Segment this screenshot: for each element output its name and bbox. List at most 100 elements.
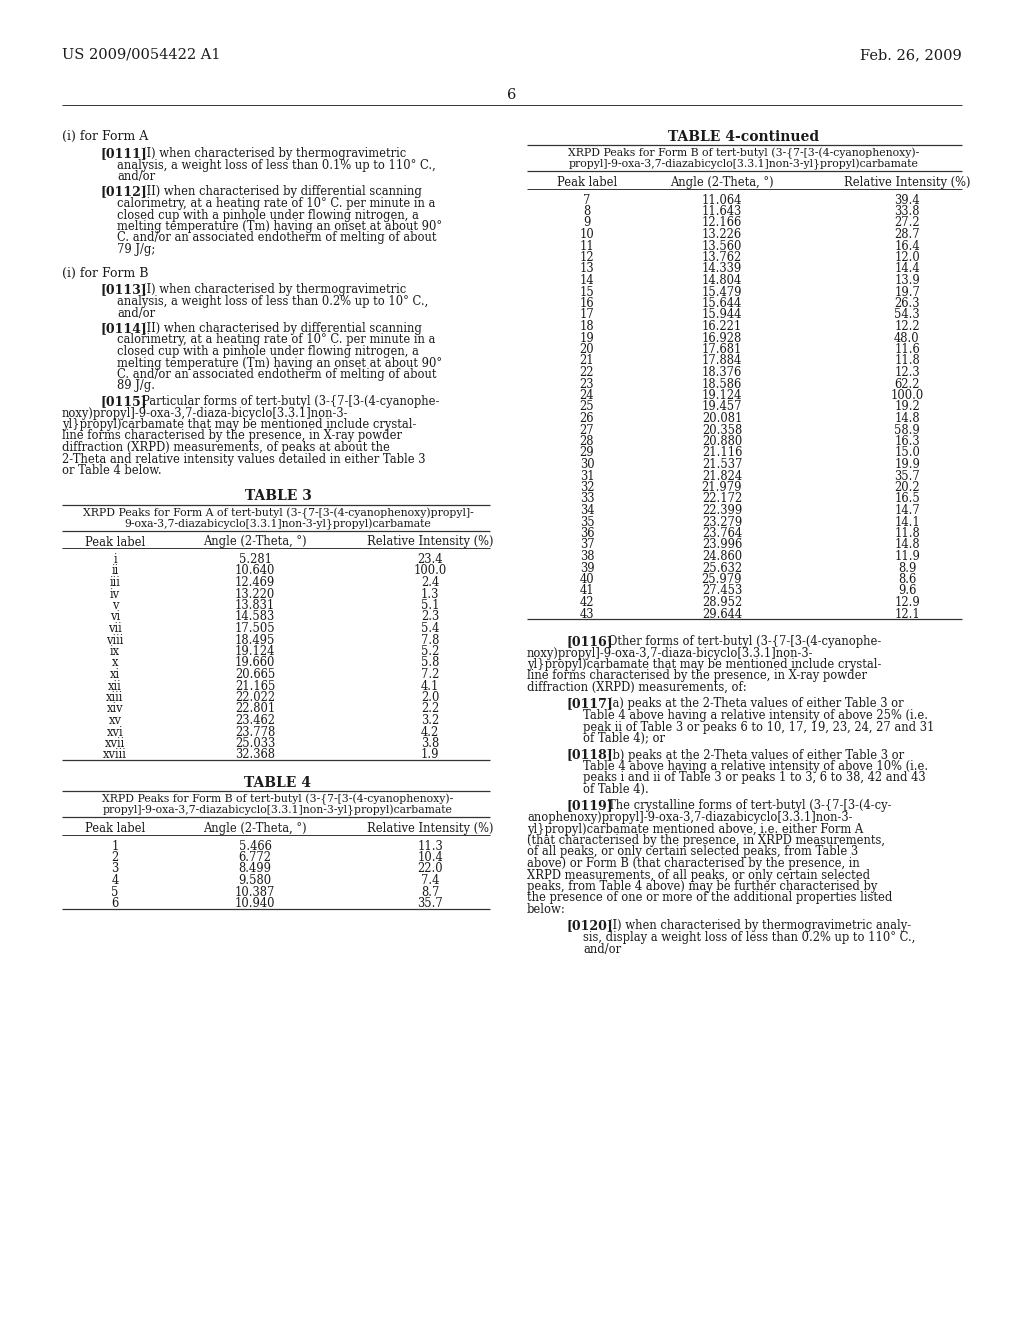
Text: [0114]: [0114] bbox=[100, 322, 146, 335]
Text: 27: 27 bbox=[580, 424, 594, 437]
Text: 17.884: 17.884 bbox=[701, 355, 742, 367]
Text: 8: 8 bbox=[584, 205, 591, 218]
Text: 17: 17 bbox=[580, 309, 594, 322]
Text: 36: 36 bbox=[580, 527, 594, 540]
Text: yl}propyl)carbamate that may be mentioned include crystal-: yl}propyl)carbamate that may be mentione… bbox=[62, 418, 417, 432]
Text: 17.681: 17.681 bbox=[701, 343, 742, 356]
Text: 27.453: 27.453 bbox=[701, 585, 742, 598]
Text: 19.457: 19.457 bbox=[701, 400, 742, 413]
Text: the presence of one or more of the additional properties listed: the presence of one or more of the addit… bbox=[527, 891, 892, 904]
Text: and/or: and/or bbox=[117, 170, 155, 183]
Text: 19.7: 19.7 bbox=[894, 285, 920, 298]
Text: propyl]-9-oxa-3,7-diazabicyclo[3.3.1]non-3-yl}propyl)carbamate: propyl]-9-oxa-3,7-diazabicyclo[3.3.1]non… bbox=[103, 805, 453, 816]
Text: 28.7: 28.7 bbox=[894, 228, 920, 242]
Text: xii: xii bbox=[109, 680, 122, 693]
Text: 11.3: 11.3 bbox=[417, 840, 442, 853]
Text: 17.505: 17.505 bbox=[234, 622, 275, 635]
Text: Peak label: Peak label bbox=[85, 536, 145, 549]
Text: 21.116: 21.116 bbox=[701, 446, 742, 459]
Text: below:: below: bbox=[527, 903, 565, 916]
Text: 21.537: 21.537 bbox=[701, 458, 742, 471]
Text: 11.064: 11.064 bbox=[701, 194, 742, 206]
Text: 35.7: 35.7 bbox=[894, 470, 920, 483]
Text: 21.165: 21.165 bbox=[234, 680, 275, 693]
Text: Relative Intensity (%): Relative Intensity (%) bbox=[367, 822, 494, 836]
Text: 11.643: 11.643 bbox=[701, 205, 742, 218]
Text: 1: 1 bbox=[112, 840, 119, 853]
Text: line forms characterised by the presence, in X-ray powder: line forms characterised by the presence… bbox=[527, 669, 867, 682]
Text: [0117]: [0117] bbox=[566, 697, 612, 710]
Text: (I) when characterised by thermogravimetric: (I) when characterised by thermogravimet… bbox=[142, 147, 407, 160]
Text: 11: 11 bbox=[580, 239, 594, 252]
Text: xiv: xiv bbox=[106, 702, 123, 715]
Text: 10.940: 10.940 bbox=[234, 898, 275, 909]
Text: 41: 41 bbox=[580, 585, 594, 598]
Text: 48.0: 48.0 bbox=[894, 331, 920, 345]
Text: 25.033: 25.033 bbox=[234, 737, 275, 750]
Text: 38: 38 bbox=[580, 550, 594, 564]
Text: 39.4: 39.4 bbox=[894, 194, 920, 206]
Text: 89 J/g.: 89 J/g. bbox=[117, 380, 155, 392]
Text: 5.8: 5.8 bbox=[421, 656, 439, 669]
Text: 14.339: 14.339 bbox=[701, 263, 742, 276]
Text: [0118]: [0118] bbox=[566, 748, 612, 762]
Text: 32.368: 32.368 bbox=[234, 748, 275, 762]
Text: 20.880: 20.880 bbox=[701, 436, 742, 447]
Text: 16.221: 16.221 bbox=[701, 319, 742, 333]
Text: 20.081: 20.081 bbox=[701, 412, 742, 425]
Text: Relative Intensity (%): Relative Intensity (%) bbox=[367, 536, 494, 549]
Text: 14.583: 14.583 bbox=[234, 610, 275, 623]
Text: [0113]: [0113] bbox=[100, 284, 146, 297]
Text: 16.4: 16.4 bbox=[894, 239, 920, 252]
Text: Other forms of tert-butyl (3-{7-[3-(4-cyanophe-: Other forms of tert-butyl (3-{7-[3-(4-cy… bbox=[608, 635, 882, 648]
Text: Particular forms of tert-butyl (3-{7-[3-(4-cyanophe-: Particular forms of tert-butyl (3-{7-[3-… bbox=[142, 395, 439, 408]
Text: 16: 16 bbox=[580, 297, 594, 310]
Text: melting temperature (Tm) having an onset at about 90°: melting temperature (Tm) having an onset… bbox=[117, 356, 442, 370]
Text: XRPD Peaks for Form A of tert-butyl (3-{7-[3-(4-cyanophenoxy)propyl]-: XRPD Peaks for Form A of tert-butyl (3-{… bbox=[83, 507, 473, 519]
Text: 14.804: 14.804 bbox=[701, 275, 742, 286]
Text: 12.166: 12.166 bbox=[701, 216, 742, 230]
Text: 23.279: 23.279 bbox=[701, 516, 742, 528]
Text: 14.8: 14.8 bbox=[894, 412, 920, 425]
Text: 12.0: 12.0 bbox=[894, 251, 920, 264]
Text: 12.3: 12.3 bbox=[894, 366, 920, 379]
Text: (that characterised by the presence, in XRPD measurements,: (that characterised by the presence, in … bbox=[527, 834, 885, 847]
Text: peaks i and ii of Table 3 or peaks 1 to 3, 6 to 38, 42 and 43: peaks i and ii of Table 3 or peaks 1 to … bbox=[583, 771, 926, 784]
Text: (I) when characterised by thermogravimetric analy-: (I) when characterised by thermogravimet… bbox=[608, 920, 911, 932]
Text: 13.560: 13.560 bbox=[701, 239, 742, 252]
Text: 2.2: 2.2 bbox=[421, 702, 439, 715]
Text: 6.772: 6.772 bbox=[239, 851, 271, 865]
Text: i: i bbox=[114, 553, 117, 566]
Text: [0120]: [0120] bbox=[566, 920, 612, 932]
Text: yl}propyl)carbamate that may be mentioned include crystal-: yl}propyl)carbamate that may be mentione… bbox=[527, 657, 882, 671]
Text: anophenoxy)propyl]-9-oxa-3,7-diazabicyclo[3.3.1]non-3-: anophenoxy)propyl]-9-oxa-3,7-diazabicycl… bbox=[527, 810, 853, 824]
Text: 13.9: 13.9 bbox=[894, 275, 920, 286]
Text: TABLE 4: TABLE 4 bbox=[245, 776, 311, 789]
Text: (i) for Form B: (i) for Form B bbox=[62, 267, 148, 280]
Text: 11.9: 11.9 bbox=[894, 550, 920, 564]
Text: xiii: xiii bbox=[106, 690, 124, 704]
Text: 40: 40 bbox=[580, 573, 594, 586]
Text: v: v bbox=[112, 599, 118, 612]
Text: 7: 7 bbox=[584, 194, 591, 206]
Text: 19.9: 19.9 bbox=[894, 458, 920, 471]
Text: 26.3: 26.3 bbox=[894, 297, 920, 310]
Text: 23.4: 23.4 bbox=[417, 553, 442, 566]
Text: 5: 5 bbox=[112, 886, 119, 899]
Text: analysis, a weight loss of less than 0.1% up to 110° C.,: analysis, a weight loss of less than 0.1… bbox=[117, 158, 436, 172]
Text: 14.7: 14.7 bbox=[894, 504, 920, 517]
Text: TABLE 3: TABLE 3 bbox=[245, 490, 311, 503]
Text: 27.2: 27.2 bbox=[894, 216, 920, 230]
Text: 24.860: 24.860 bbox=[701, 550, 742, 564]
Text: 14.4: 14.4 bbox=[894, 263, 920, 276]
Text: propyl]-9-oxa-3,7-diazabicyclo[3.3.1]non-3-yl}propyl)carbamate: propyl]-9-oxa-3,7-diazabicyclo[3.3.1]non… bbox=[569, 158, 919, 170]
Text: xviii: xviii bbox=[103, 748, 127, 762]
Text: 4.1: 4.1 bbox=[421, 680, 439, 693]
Text: 15.479: 15.479 bbox=[701, 285, 742, 298]
Text: 29.644: 29.644 bbox=[701, 607, 742, 620]
Text: 32: 32 bbox=[580, 480, 594, 494]
Text: 54.3: 54.3 bbox=[894, 309, 920, 322]
Text: TABLE 4-continued: TABLE 4-continued bbox=[669, 129, 819, 144]
Text: x: x bbox=[112, 656, 118, 669]
Text: 18: 18 bbox=[580, 319, 594, 333]
